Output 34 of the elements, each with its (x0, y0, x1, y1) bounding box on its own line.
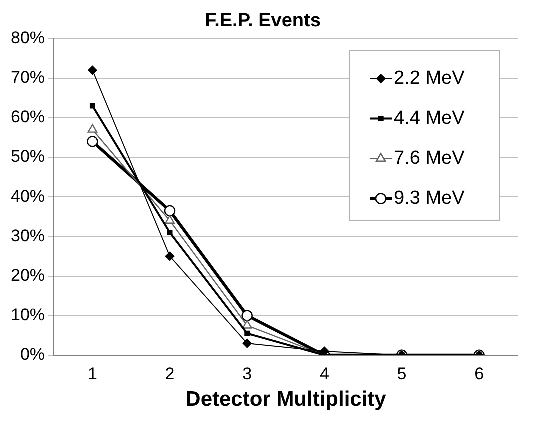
point (90, 103, 96, 109)
point (244, 330, 250, 336)
y-tick-label: 80% (10, 28, 46, 48)
point (87, 136, 98, 148)
y-tick-label: 40% (10, 186, 46, 206)
x-tick-label: 2 (165, 364, 175, 384)
x-tick-label: 5 (397, 364, 407, 384)
legend-label: 9.3 MeV (394, 188, 466, 210)
legend-label: 2.2 MeV (394, 68, 466, 90)
point (167, 230, 173, 236)
y-tick-label: 60% (10, 108, 46, 127)
y-tick-label: 50% (10, 147, 46, 166)
point (320, 346, 330, 356)
chart-title: F.E.P. Events (205, 10, 321, 32)
x-tick-label: 1 (88, 364, 98, 384)
y-tick-label: 0% (20, 345, 46, 364)
point (242, 338, 252, 348)
legend-label: 7.6 MeV (394, 148, 466, 170)
y-tick-label: 20% (10, 266, 46, 285)
y-tick-label: 10% (10, 306, 46, 325)
x-tick-label: 4 (320, 364, 330, 384)
point (165, 252, 175, 262)
point (88, 66, 98, 76)
x-tick-label: 6 (474, 364, 484, 384)
x-tick-label: 3 (242, 364, 252, 384)
point (242, 320, 252, 329)
x-axis-title: Detector Multiplicity (186, 388, 387, 412)
point (242, 310, 253, 322)
point (165, 215, 175, 224)
y-tick-label: 30% (10, 226, 46, 246)
y-tick-label: 70% (10, 68, 46, 88)
point (88, 124, 98, 133)
legend-label: 4.4 MeV (394, 108, 466, 130)
point (164, 205, 176, 217)
